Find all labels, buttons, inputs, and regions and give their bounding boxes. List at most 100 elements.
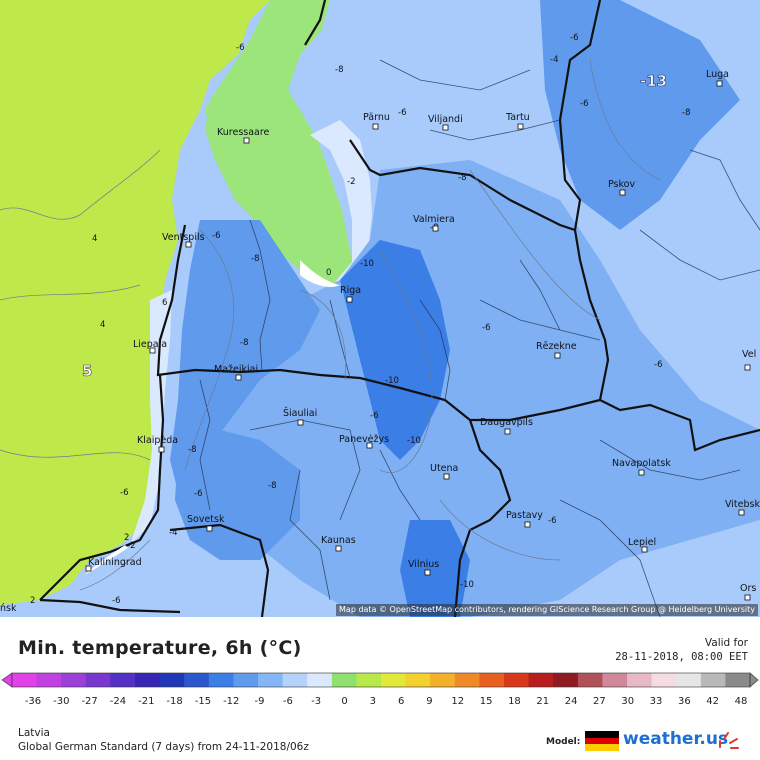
contour-label: -6 <box>570 33 578 43</box>
contour-label: -6 <box>370 411 378 421</box>
colorbar-tick-label: 36 <box>677 696 691 707</box>
svg-text:Pskov: Pskov <box>608 179 635 190</box>
contour-label: -6 <box>236 43 244 53</box>
colorbar-tick-label: 18 <box>508 696 521 707</box>
svg-text:Klaipėda: Klaipėda <box>137 435 178 446</box>
svg-text:Sovetsk: Sovetsk <box>187 514 225 525</box>
contour-labels: -6 -8 -4 -6 -6 -8 -6 -2 -8 -6 0 -10 -8 -… <box>30 33 690 606</box>
contour-label: -8 <box>240 338 248 348</box>
colorbar-segment <box>602 673 628 687</box>
city-ventspils[interactable]: Ventspils <box>162 232 205 248</box>
city-pskov[interactable]: Pskov <box>608 179 635 196</box>
colorbar-tick-label: -36 <box>24 696 42 707</box>
city-tartu[interactable]: Tartu <box>505 112 530 130</box>
city-panevezys[interactable]: Panevėžys <box>339 434 389 449</box>
svg-text:Mažeikiai: Mažeikiai <box>214 364 258 375</box>
flag-stripe <box>585 737 619 745</box>
city-edge-sk[interactable]: ńsk <box>0 603 17 614</box>
colorbar-segment <box>135 673 161 687</box>
colorbar-segment <box>405 673 431 687</box>
colorbar-segment <box>184 673 210 687</box>
city-kaliningrad[interactable]: Kaliningrad <box>85 557 142 572</box>
model-run-label: Global German Standard (7 days) from 24-… <box>18 741 309 753</box>
baltic-sea-warm-area <box>0 0 270 605</box>
contour-label: -6 <box>194 489 202 499</box>
colorbar-segment <box>307 673 333 687</box>
contour-label: -2 <box>127 541 135 551</box>
city-liepaja[interactable]: Liepaja <box>133 339 167 354</box>
city-sovetsk[interactable]: Sovetsk <box>187 514 225 532</box>
color-scale-ticks: -36 -30 -27 -24 -21 -18 -15 -12 -9 -6 -3 0 3 6 9 12 15 18… <box>0 696 760 710</box>
city-kaunas[interactable]: Kaunas <box>321 535 356 552</box>
country-borders <box>39 0 760 617</box>
east-mid-blue <box>175 160 760 617</box>
city-ors[interactable]: Ors <box>740 583 756 601</box>
svg-text:Pärnu: Pärnu <box>363 112 390 123</box>
contour-label: 2 <box>124 533 129 543</box>
city-rezekne[interactable]: Rēzekne <box>536 341 577 359</box>
contour-label: 0 <box>326 268 331 278</box>
city-utena[interactable]: Utena <box>430 463 458 480</box>
svg-text:Valmiera: Valmiera <box>413 214 455 225</box>
city-vilnius[interactable]: Vilnius <box>408 559 439 576</box>
brand-logo[interactable]: weather.us <box>623 729 729 749</box>
svg-text:Kuressaare: Kuressaare <box>217 127 270 138</box>
svg-text:ńsk: ńsk <box>0 603 17 614</box>
colorbar-segment <box>159 673 185 687</box>
temperature-map-svg: -6 -8 -4 -6 -6 -8 -6 -2 -8 -6 0 -10 -8 -… <box>0 0 760 617</box>
svg-text:Riga: Riga <box>340 285 361 296</box>
city-riga[interactable]: Riga <box>340 285 361 303</box>
min-temp-extreme-label: -13 <box>640 72 667 90</box>
colorbar-segment <box>331 673 357 687</box>
gulf-riga-light <box>310 120 372 288</box>
city-valmiera[interactable]: Valmiera <box>413 214 455 232</box>
colorbar-segment <box>258 673 284 687</box>
contour-label: -6 <box>482 323 490 333</box>
contour-label: 4 <box>92 234 97 244</box>
colorbar-tick-label: 24 <box>564 696 578 707</box>
contour-label: -8 <box>458 173 466 183</box>
colorbar-tick-label: -12 <box>223 696 240 707</box>
city-pastavy[interactable]: Pastavy <box>506 510 543 528</box>
svg-text:Kaliningrad: Kaliningrad <box>88 557 142 568</box>
contour-label: -6 <box>398 108 406 118</box>
contour-label: 4 <box>100 320 105 330</box>
valid-time: 28-11-2018, 08:00 EET <box>615 651 748 663</box>
city-lepiel[interactable]: Lepiel <box>628 537 656 553</box>
colorbar-tick-label: -15 <box>194 696 212 707</box>
svg-text:Daugavpils: Daugavpils <box>480 417 533 428</box>
city-mazeikiai[interactable]: Mažeikiai <box>214 364 258 381</box>
contour-label: 6 <box>162 298 167 308</box>
colorbar-segment <box>61 673 87 687</box>
contour-label: -6 <box>120 488 128 498</box>
svg-text:Luga: Luga <box>706 69 729 80</box>
city-kuressaare[interactable]: Kuressaare <box>217 127 270 144</box>
city-viljandi[interactable]: Viljandi <box>428 114 463 131</box>
city-siauliai[interactable]: Šiauliai <box>283 407 317 426</box>
model-caption: Model: <box>546 737 581 747</box>
svg-text:Utena: Utena <box>430 463 458 474</box>
colorbar-segment <box>208 673 234 687</box>
city-klaipeda[interactable]: Klaipėda <box>137 435 178 453</box>
city-vitebsk[interactable]: Vitebsk <box>725 499 760 516</box>
map-attribution[interactable]: Map data © OpenStreetMap contributors, r… <box>336 604 758 616</box>
colorbar-tick-label: -18 <box>166 696 183 707</box>
city-daugavpils[interactable]: Daugavpils <box>480 417 533 435</box>
colorbar-tick-label: -9 <box>254 696 265 707</box>
warm-value-label: 5 <box>82 362 92 380</box>
city-parnu[interactable]: Pärnu <box>363 112 390 130</box>
weather-map[interactable]: -6 -8 -4 -6 -6 -8 -6 -2 -8 -6 0 -10 -8 -… <box>0 0 760 617</box>
contour-label: -8 <box>251 254 259 264</box>
colorbar-tick-label: 6 <box>397 696 405 707</box>
svg-text:Vel: Vel <box>742 349 756 360</box>
contour-label: -6 <box>548 516 556 526</box>
colorbar-segment <box>85 673 111 687</box>
colorbar-tick-label: 9 <box>426 696 433 707</box>
svg-text:Lepiel: Lepiel <box>628 537 656 548</box>
south-deep-blue <box>400 520 470 617</box>
city-navapolatsk[interactable]: Navapolatsk <box>612 458 671 476</box>
city-vel[interactable]: Vel <box>742 349 756 371</box>
flag-stripe <box>585 731 619 738</box>
contour-label: -10 <box>385 376 399 386</box>
city-luga[interactable]: Luga <box>706 69 729 87</box>
